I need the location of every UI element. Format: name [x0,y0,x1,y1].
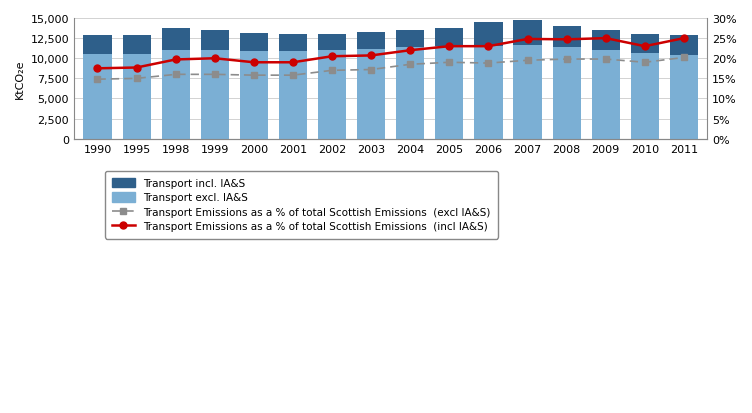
Bar [553,48,581,140]
Bar [123,36,150,140]
Bar [83,36,111,140]
Bar [631,35,659,140]
Bar [553,26,581,140]
Bar [83,55,111,140]
Bar [279,52,307,140]
Bar [670,36,698,140]
Bar [357,50,385,140]
Bar [514,21,541,140]
Bar [396,31,424,140]
Bar [318,35,346,140]
Bar [475,23,502,140]
Bar [435,28,463,140]
Bar [123,55,150,140]
Bar [240,52,268,140]
Bar [201,51,229,140]
Bar [162,29,190,140]
Y-axis label: KtCO₂e: KtCO₂e [15,59,25,99]
Bar [670,55,698,140]
Bar [357,33,385,140]
Bar [201,31,229,140]
Bar [318,51,346,140]
Bar [396,47,424,140]
Legend: Transport incl. IA&S, Transport excl. IA&S, Transport Emissions as a % of total : Transport incl. IA&S, Transport excl. IA… [105,171,498,239]
Bar [631,53,659,140]
Bar [240,34,268,140]
Bar [475,47,502,140]
Bar [279,35,307,140]
Bar [592,51,620,140]
Bar [162,51,190,140]
Bar [514,46,541,140]
Bar [592,31,620,140]
Bar [435,47,463,140]
